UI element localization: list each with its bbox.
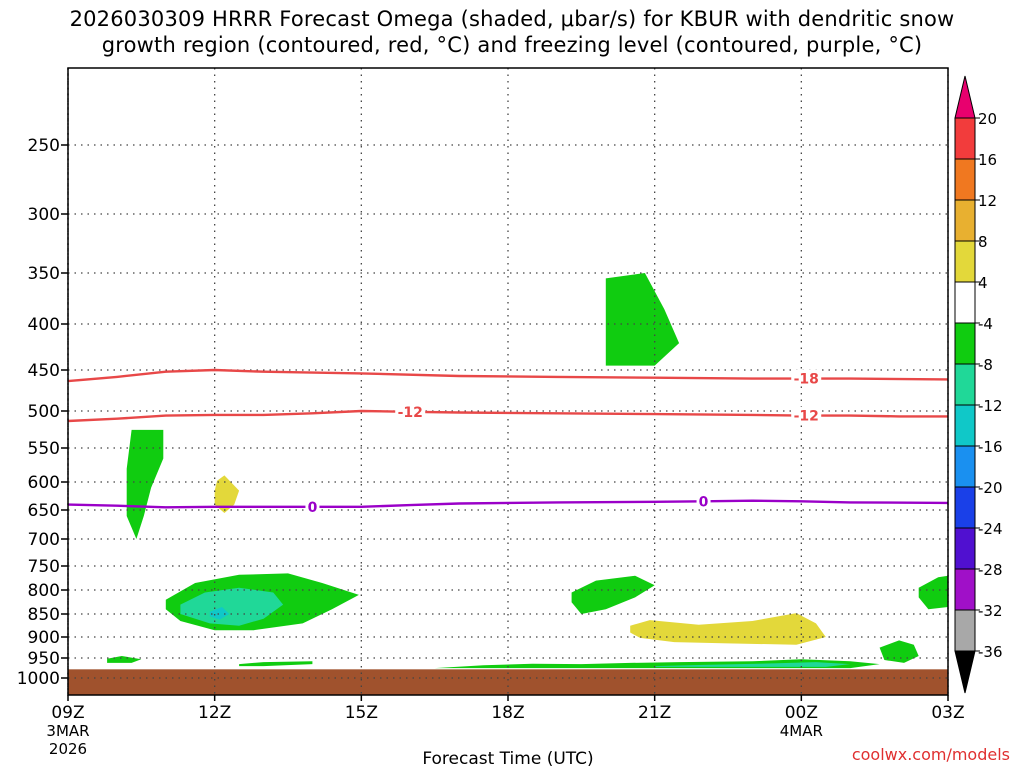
y-tick-label-450: 450 — [28, 361, 60, 381]
x-tick-label-09Z: 09Z — [51, 703, 84, 723]
colorbar-band-8_12 — [954, 199, 976, 242]
x-tick-label-12Z: 12Z — [198, 703, 231, 723]
dgz-contour-m12-label-bg-0 — [395, 402, 426, 420]
chart-title-line-2: growth region (contoured, red, °C) and f… — [101, 33, 923, 57]
y-tick-label-350: 350 — [28, 264, 60, 284]
omega-region-4 — [180, 587, 284, 626]
colorbar-band-m32_m28 — [954, 568, 976, 611]
y-tick-label-400: 400 — [28, 315, 60, 335]
colorbar-band-12_16 — [954, 158, 976, 201]
x-tick-label-00Z: 00Z — [785, 703, 818, 723]
colorbar-band-m24_m20 — [954, 486, 976, 529]
freezing-level-contour-label-0: 0 — [308, 500, 318, 516]
y-tick-label-700: 700 — [28, 530, 60, 550]
chart-title-line-1: 2026030309 HRRR Forecast Omega (shaded, … — [69, 7, 955, 31]
colorbar-band-m8_m4 — [954, 322, 976, 365]
x-axis-title: Forecast Time (UTC) — [422, 749, 593, 768]
colorbar-top-arrow — [954, 75, 976, 119]
dgz-contour-m12-line — [67, 409, 948, 423]
x-tick-label-03Z: 03Z — [931, 703, 964, 723]
omega-region-13 — [654, 662, 851, 667]
colorbar-label-m36: -36 — [978, 643, 1003, 661]
source-credit: coolwx.com/models — [851, 745, 1010, 764]
colorbar-label-m8: -8 — [978, 356, 993, 374]
colorbar-band-m4_4 — [954, 281, 976, 324]
colorbar-label-m20: -20 — [978, 479, 1003, 497]
colorbar-label-16: 16 — [978, 151, 997, 169]
y-tick-label-1000: 1000 — [17, 669, 60, 689]
colorbar-label-m24: -24 — [978, 520, 1003, 538]
omega-region-1 — [214, 475, 240, 513]
colorbar-band-m28_m24 — [954, 527, 976, 570]
y-tick-label-750: 750 — [28, 557, 60, 577]
y-tick-label-300: 300 — [28, 205, 60, 225]
dgz-contour-m18-label-0: -18 — [794, 372, 819, 388]
y-tick-label-850: 850 — [28, 605, 60, 625]
freezing-level-contour-label-bg-1 — [696, 492, 711, 510]
y-tick-label-500: 500 — [28, 402, 60, 422]
omega-shading-layer — [107, 273, 948, 669]
x-tick-sublabel-00Z: 4MAR — [780, 722, 823, 740]
axis-layer: 250 300 350 400 450 500 550 600 650 700 750 800 850 9… — [17, 136, 965, 768]
colorbar-band-m36_m32 — [954, 609, 976, 652]
colorbar-band-m16_m12 — [954, 404, 976, 447]
colorbar-bottom-arrow — [954, 650, 976, 694]
chart-title: 2026030309 HRRR Forecast Omega (shaded, … — [0, 6, 1024, 58]
colorbar-label-8: 8 — [978, 233, 988, 251]
colorbar-label-m12: -12 — [978, 397, 1003, 415]
omega-region-8 — [918, 575, 948, 610]
x-tick-sublabel2-09Z: 2026 — [49, 740, 87, 758]
y-tick-label-800: 800 — [28, 581, 60, 601]
y-tick-label-600: 600 — [28, 473, 60, 493]
x-tick-sublabel-09Z: 3MAR — [46, 722, 89, 740]
colorbar-label-m4: -4 — [978, 315, 993, 333]
colorbar: 20 16 12 8 4 -4 -8 -12 -16 -20 -24 -28 -32 -36 — [954, 75, 1003, 694]
colorbar-label-m28: -28 — [978, 561, 1003, 579]
dgz-contour-m12-label-0: -12 — [398, 405, 423, 421]
omega-region-10 — [107, 656, 142, 663]
colorbar-band-m12_m8 — [954, 363, 976, 406]
omega-region-9 — [879, 640, 919, 663]
colorbar-label-12: 12 — [978, 192, 997, 210]
dgz-contour-m12-label-bg-1 — [791, 406, 822, 424]
y-tick-label-950: 950 — [28, 649, 60, 669]
dgz-contour-m18-label-bg-0 — [791, 369, 822, 387]
x-tick-label-21Z: 21Z — [638, 703, 671, 723]
colorbar-label-4: 4 — [978, 274, 988, 292]
omega-region-2 — [605, 273, 680, 366]
omega-region-0 — [126, 429, 164, 539]
dgz-contour-m12-label-1: -12 — [794, 409, 819, 425]
colorbar-label-20: 20 — [978, 110, 997, 128]
omega-region-7 — [630, 613, 826, 645]
colorbar-band-16_20 — [954, 117, 976, 160]
colorbar-band-m20_m16 — [954, 445, 976, 488]
y-tick-label-650: 650 — [28, 501, 60, 521]
contour-layer: -18 -12 -12 0 0 — [67, 368, 949, 516]
colorbar-label-m32: -32 — [978, 602, 1003, 620]
omega-region-11 — [239, 661, 313, 667]
freezing-level-contour-label-bg-0 — [305, 497, 320, 515]
omega-region-6 — [571, 575, 655, 614]
y-tick-label-250: 250 — [28, 136, 60, 156]
omega-region-5 — [209, 607, 230, 620]
colorbar-label-m16: -16 — [978, 438, 1003, 456]
freezing-level-contour-label-1: 0 — [699, 494, 709, 510]
colorbar-band-4_8 — [954, 240, 976, 283]
freezing-level-contour-line — [67, 499, 949, 509]
x-tick-label-18Z: 18Z — [491, 703, 524, 723]
x-tick-label-15Z: 15Z — [345, 703, 378, 723]
y-tick-label-550: 550 — [28, 439, 60, 459]
y-tick-label-900: 900 — [28, 628, 60, 648]
